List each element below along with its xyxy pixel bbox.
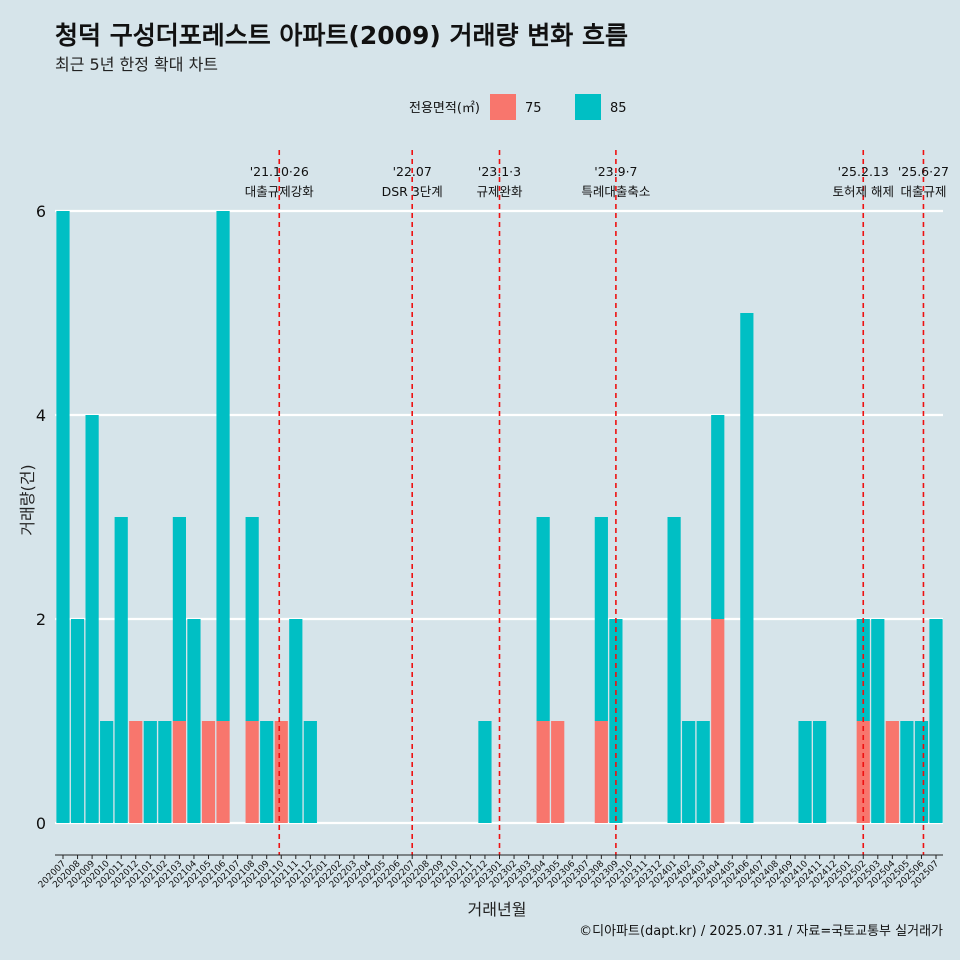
event-date: '22.07 (393, 164, 432, 179)
bar-85-202011 (114, 517, 128, 823)
event-date: '25.2.13 (838, 164, 889, 179)
bar-75-202305 (551, 721, 565, 823)
bar-85-202503 (871, 619, 885, 823)
bar-75-202504 (885, 721, 899, 823)
bar-85-202502 (856, 619, 870, 721)
bar-85-202406 (740, 313, 754, 823)
legend-label-85: 85 (610, 101, 627, 116)
bar-85-202102 (158, 721, 172, 823)
event-label: 규제완화 (476, 184, 523, 199)
bar-75-202110 (274, 721, 288, 823)
bar-75-202404 (711, 619, 725, 823)
legend: 전용면적(㎡) 75 85 (409, 94, 627, 120)
x-axis: 2020072020082020092020102020112020122021… (37, 854, 943, 890)
y-tick-label: 2 (36, 610, 46, 629)
annotations: '21.10·26 대출규제강화 '22.07 DSR 3단계 '23.1·3 규제완화 '… (245, 150, 949, 855)
event-date: '23.1·3 (478, 164, 521, 179)
bar-75-202304 (536, 721, 550, 823)
bar-75-202105 (201, 721, 216, 823)
bar-85-202007 (56, 211, 70, 823)
event-label: 토허제 해제 (833, 184, 894, 199)
bar-85-202507 (929, 619, 943, 823)
bar-85-202212 (478, 721, 492, 823)
bar-85-202304 (536, 517, 550, 721)
y-tick-label: 4 (36, 406, 46, 425)
bar-85-202112 (303, 721, 317, 823)
bar-85-202106 (216, 211, 230, 721)
y-tick-label: 6 (36, 202, 46, 221)
event-label: 대출규제강화 (245, 184, 315, 199)
y-axis-title: 거래량(건) (18, 464, 37, 535)
bar-75-202106 (216, 721, 230, 823)
event-label: 특례대출축소 (581, 184, 650, 199)
bar-85-202008 (70, 619, 85, 823)
bar-75-202308 (594, 721, 608, 823)
y-axis: 0 2 4 6 (36, 202, 46, 833)
chart-caption: ©디아파트(dapt.kr) / 2025.07.31 / 자료=국토교통부 실… (579, 924, 943, 939)
bars (56, 211, 943, 823)
bar-85-202308 (594, 517, 608, 721)
chart-title: 청덕 구성더포레스트 아파트(2009) 거래량 변화 흐름 (55, 21, 628, 50)
bar-75-202108 (245, 721, 259, 823)
legend-items: 75 85 (490, 94, 627, 120)
bar-85-202403 (696, 721, 710, 823)
event-date: '23.9·7 (594, 164, 637, 179)
bar-85-202505 (900, 721, 914, 823)
legend-swatch-85 (575, 94, 601, 120)
legend-swatch-75 (490, 94, 516, 120)
chart-subtitle: 최근 5년 한정 확대 차트 (55, 55, 218, 74)
event-label: DSR 3단계 (382, 184, 443, 199)
bar-85-202109 (260, 721, 274, 823)
legend-title: 전용면적(㎡) (409, 101, 480, 116)
x-axis-title: 거래년월 (468, 900, 527, 919)
bar-85-202010 (100, 721, 114, 823)
bar-75-202103 (172, 721, 186, 823)
bar-85-202404 (711, 415, 725, 619)
bar-85-202101 (143, 721, 157, 823)
bar-85-202410 (798, 721, 812, 823)
legend-label-75: 75 (525, 101, 542, 116)
bar-85-202401 (667, 517, 681, 823)
event-date: '21.10·26 (250, 164, 309, 179)
y-tick-label: 0 (36, 814, 46, 833)
bar-85-202009 (85, 415, 99, 823)
bar-85-202506 (914, 721, 929, 823)
bar-85-202402 (682, 721, 696, 823)
bar-85-202103 (172, 517, 186, 721)
bar-85-202111 (289, 619, 303, 823)
bar-85-202104 (187, 619, 201, 823)
event-date: '25.6·27 (898, 164, 949, 179)
event-label: 대출규제 (900, 184, 946, 199)
bar-85-202411 (813, 721, 827, 823)
bar-85-202108 (245, 517, 259, 721)
bar-75-202012 (129, 721, 143, 823)
